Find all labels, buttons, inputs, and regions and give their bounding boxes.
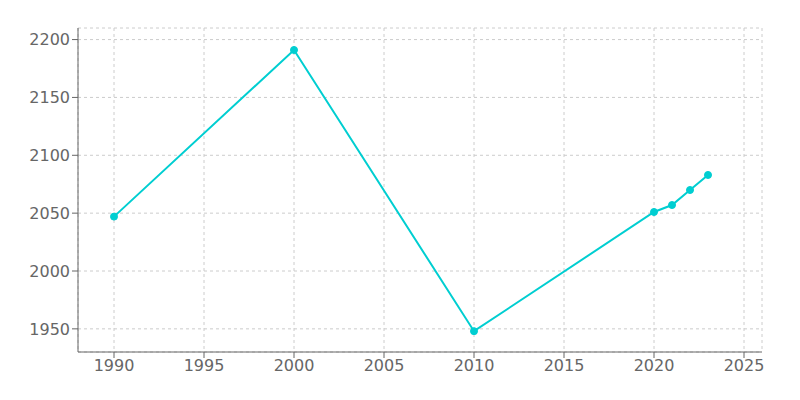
svg-text:2050: 2050 [29,204,70,223]
svg-text:2150: 2150 [29,88,70,107]
svg-text:1990: 1990 [94,356,135,375]
svg-text:2005: 2005 [364,356,405,375]
svg-text:2015: 2015 [544,356,585,375]
svg-text:2020: 2020 [634,356,675,375]
svg-text:1995: 1995 [184,356,225,375]
svg-text:2010: 2010 [454,356,495,375]
svg-text:1950: 1950 [29,320,70,339]
svg-text:2100: 2100 [29,146,70,165]
svg-text:2025: 2025 [724,356,765,375]
svg-text:2200: 2200 [29,30,70,49]
svg-text:2000: 2000 [274,356,315,375]
svg-text:2000: 2000 [29,262,70,281]
